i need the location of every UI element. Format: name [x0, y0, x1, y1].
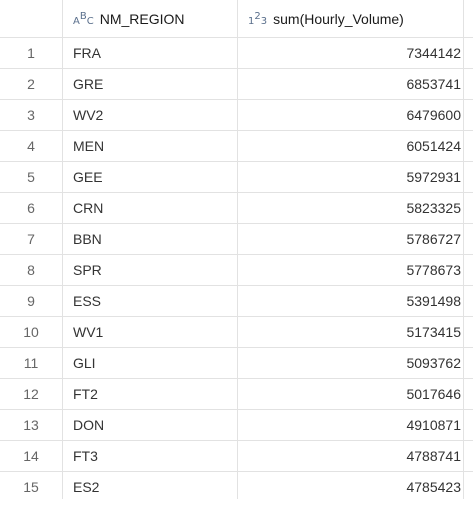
table-row[interactable]: 3 WV2 6479600: [0, 100, 473, 131]
table-row[interactable]: 11 GLI 5093762: [0, 348, 473, 379]
column-header-label: sum(Hourly_Volume): [273, 10, 404, 27]
volume-cell[interactable]: 6479600: [238, 100, 464, 130]
region-cell[interactable]: CRN: [63, 193, 238, 223]
table-row[interactable]: 10 WV1 5173415: [0, 317, 473, 348]
row-number-cell: 8: [0, 255, 63, 285]
volume-cell[interactable]: 4910871: [238, 410, 464, 440]
volume-cell[interactable]: 4785423: [238, 472, 464, 502]
region-cell[interactable]: ES2: [63, 472, 238, 502]
volume-cell[interactable]: 5786727: [238, 224, 464, 254]
row-number-cell: 10: [0, 317, 63, 347]
volume-cell[interactable]: 5391498: [238, 286, 464, 316]
table-row[interactable]: 8 SPR 5778673: [0, 255, 473, 286]
row-number-cell: 1: [0, 38, 63, 68]
region-cell[interactable]: SPR: [63, 255, 238, 285]
volume-cell[interactable]: 6051424: [238, 131, 464, 161]
row-number-cell: 15: [0, 472, 63, 502]
region-cell[interactable]: FRA: [63, 38, 238, 68]
volume-cell[interactable]: 6853741: [238, 69, 464, 99]
volume-cell[interactable]: 4788741: [238, 441, 464, 471]
region-cell[interactable]: FT3: [63, 441, 238, 471]
row-number-cell: 4: [0, 131, 63, 161]
volume-cell[interactable]: 7344142: [238, 38, 464, 68]
row-number-cell: 6: [0, 193, 63, 223]
grid-bottom-edge: [0, 499, 473, 507]
volume-cell[interactable]: 5017646: [238, 379, 464, 409]
row-number-cell: 7: [0, 224, 63, 254]
table-row[interactable]: 7 BBN 5786727: [0, 224, 473, 255]
row-number-cell: 5: [0, 162, 63, 192]
row-number-cell: 14: [0, 441, 63, 471]
region-cell[interactable]: FT2: [63, 379, 238, 409]
volume-cell[interactable]: 5823325: [238, 193, 464, 223]
region-cell[interactable]: ESS: [63, 286, 238, 316]
volume-cell[interactable]: 5778673: [238, 255, 464, 285]
region-cell[interactable]: DON: [63, 410, 238, 440]
table-row[interactable]: 4 MEN 6051424: [0, 131, 473, 162]
grid-body: 1 FRA 7344142 2 GRE 6853741 3 WV2 6479600 4 MEN 605…: [0, 38, 473, 503]
table-row[interactable]: 9 ESS 5391498: [0, 286, 473, 317]
region-cell[interactable]: WV2: [63, 100, 238, 130]
row-number-cell: 13: [0, 410, 63, 440]
volume-cell[interactable]: 5173415: [238, 317, 464, 347]
table-row[interactable]: 1 FRA 7344142: [0, 38, 473, 69]
table-row[interactable]: 13 DON 4910871: [0, 410, 473, 441]
column-header-label: NM_REGION: [99, 10, 185, 27]
table-row[interactable]: 12 FT2 5017646: [0, 379, 473, 410]
volume-cell[interactable]: 5093762: [238, 348, 464, 378]
region-cell[interactable]: WV1: [63, 317, 238, 347]
table-row[interactable]: 5 GEE 5972931: [0, 162, 473, 193]
table-row[interactable]: 2 GRE 6853741: [0, 69, 473, 100]
row-number-cell: 9: [0, 286, 63, 316]
volume-cell[interactable]: 5972931: [238, 162, 464, 192]
region-cell[interactable]: MEN: [63, 131, 238, 161]
row-number-cell: 11: [0, 348, 63, 378]
region-cell[interactable]: BBN: [63, 224, 238, 254]
region-cell[interactable]: GLI: [63, 348, 238, 378]
row-number-header: [0, 0, 63, 37]
region-cell[interactable]: GEE: [63, 162, 238, 192]
row-number-cell: 12: [0, 379, 63, 409]
region-cell[interactable]: GRE: [63, 69, 238, 99]
row-number-cell: 3: [0, 100, 63, 130]
table-row[interactable]: 6 CRN 5823325: [0, 193, 473, 224]
row-number-cell: 2: [0, 69, 63, 99]
table-row[interactable]: 14 FT3 4788741: [0, 441, 473, 472]
